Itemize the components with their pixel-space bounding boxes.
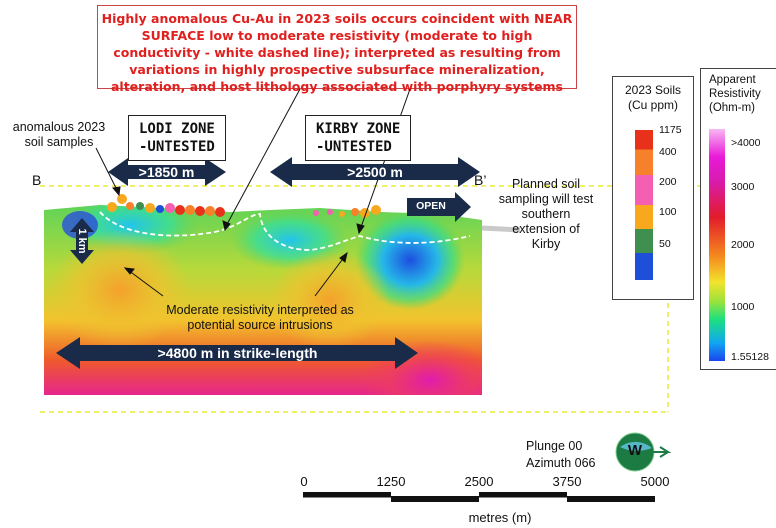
compass-icon: W — [627, 442, 643, 459]
soils-legend-value: 50 — [659, 238, 671, 250]
soils-legend: 2023 Soils (Cu ppm) 1175 400 200 100 50 — [612, 76, 694, 300]
kirby-extent-label: >2500 m — [347, 164, 403, 180]
resistivity-legend-title: Apparent — [709, 74, 756, 86]
soils-legend-value: 100 — [659, 206, 677, 218]
interpretation-callout: Highly anomalous Cu-Au in 2023 soils occ… — [97, 5, 577, 94]
resistivity-legend-value: 2000 — [731, 239, 755, 251]
kirby-zone-title: KIRBY ZONE — [316, 121, 401, 137]
kirby-zone-status: -UNTESTED — [316, 139, 392, 155]
soils-legend-value: 400 — [659, 146, 677, 158]
lodi-extent-label: >1850 m — [138, 164, 195, 180]
resistivity-legend: Apparent Resistivity (Ohm-m) >4000 3000 … — [700, 68, 776, 370]
resistivity-legend-unit: (Ohm-m) — [709, 102, 755, 114]
callout-text: Highly anomalous Cu-Au in 2023 soils occ… — [101, 11, 573, 94]
lodi-zone-status: -UNTESTED — [139, 139, 215, 155]
kirby-zone-box: KIRBY ZONE -UNTESTED — [305, 115, 412, 161]
vertical-scale-label: 1 km — [76, 228, 88, 254]
scale-tick: 1250 — [376, 474, 406, 489]
scale-tick: 5000 — [640, 474, 670, 489]
scale-unit-label: metres (m) — [468, 510, 532, 525]
azimuth-label: Azimuth 066 — [526, 456, 596, 470]
soil-samples — [107, 194, 381, 218]
scale-bar — [303, 492, 655, 502]
resistivity-legend-value: 1000 — [731, 301, 755, 313]
section-end-label: B’ — [474, 172, 487, 188]
soils-legend-value: 1175 — [659, 124, 682, 136]
scale-tick: 2500 — [464, 474, 494, 489]
resistivity-color-bar — [709, 129, 725, 361]
resistivity-legend-value: 1.55128 — [731, 351, 769, 363]
resistivity-legend-title-2: Resistivity — [709, 88, 761, 100]
lodi-zone-title: LODI ZONE — [139, 121, 215, 137]
strike-length-label: >4800 m in strike-length — [157, 345, 318, 361]
soils-color-bar — [635, 130, 653, 280]
plunge-label: Plunge 00 — [526, 439, 583, 453]
section-start-label: B — [32, 172, 42, 188]
scale-tick: 0 — [300, 474, 308, 489]
open-label: OPEN — [416, 200, 446, 212]
anomalous-samples-label: anomalous 2023 soil samples — [12, 120, 106, 149]
scale-tick: 3750 — [552, 474, 582, 489]
resistivity-legend-value: >4000 — [731, 137, 761, 149]
soils-legend-value: 200 — [659, 176, 677, 188]
planned-sampling-label: Planned soil sampling will test southern… — [498, 177, 594, 251]
soils-legend-subtitle: (Cu ppm) — [627, 98, 678, 112]
soils-legend-title: 2023 Soils — [624, 83, 682, 97]
resistivity-legend-value: 3000 — [731, 181, 755, 193]
lodi-zone-box: LODI ZONE -UNTESTED — [128, 115, 226, 161]
intrusions-label: Moderate resistivity interpreted as pote… — [166, 303, 354, 332]
